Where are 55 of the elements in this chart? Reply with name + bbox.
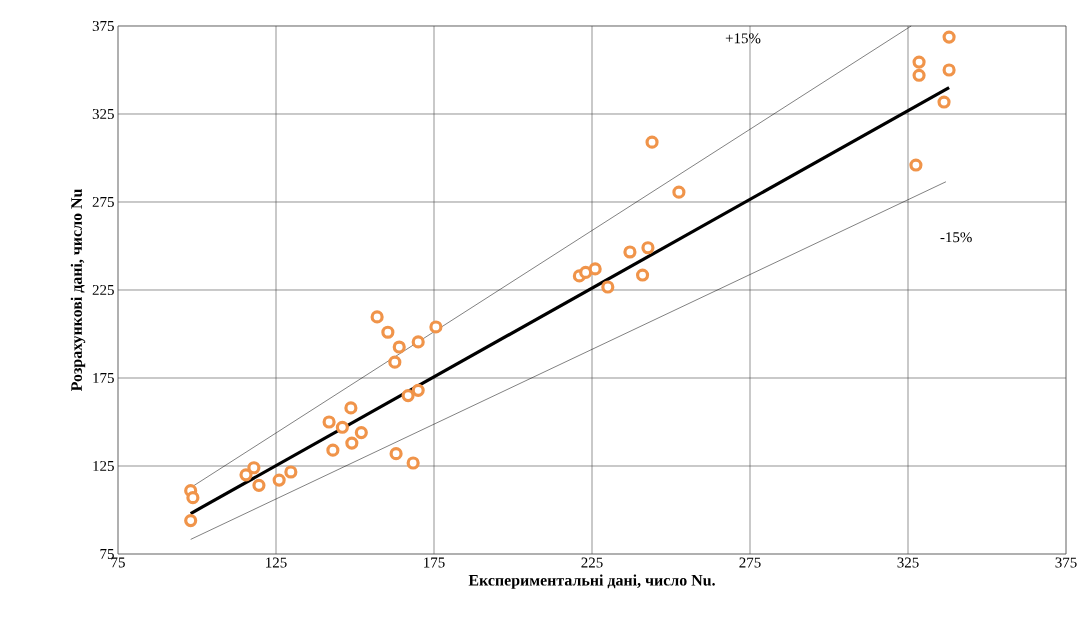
point bbox=[601, 280, 615, 294]
y-tick-label: 375 bbox=[92, 20, 114, 32]
x-tick-label: 75 bbox=[111, 557, 125, 568]
point bbox=[635, 268, 650, 282]
point bbox=[354, 425, 368, 440]
point bbox=[909, 158, 923, 172]
point bbox=[641, 241, 655, 255]
annotation: -15% bbox=[940, 232, 972, 243]
point bbox=[345, 436, 359, 450]
x-tick-label: 125 bbox=[266, 557, 287, 568]
y-tick-label: 275 bbox=[92, 196, 114, 208]
point bbox=[247, 461, 261, 475]
point bbox=[344, 401, 358, 415]
point bbox=[406, 456, 420, 470]
point bbox=[335, 420, 349, 434]
point bbox=[401, 389, 415, 403]
point bbox=[623, 245, 637, 259]
point bbox=[912, 55, 926, 69]
y-tick-label: 225 bbox=[92, 284, 114, 296]
point bbox=[239, 468, 253, 482]
point bbox=[326, 443, 340, 457]
point bbox=[588, 262, 602, 276]
point bbox=[429, 320, 443, 334]
point bbox=[411, 335, 425, 349]
point bbox=[942, 63, 956, 77]
point bbox=[186, 491, 200, 505]
point bbox=[912, 68, 926, 82]
point bbox=[937, 95, 951, 109]
point bbox=[272, 473, 286, 487]
y-tick-label: 325 bbox=[92, 108, 114, 120]
point bbox=[645, 135, 659, 149]
point bbox=[252, 478, 266, 492]
point bbox=[370, 310, 384, 324]
point bbox=[184, 513, 198, 528]
point bbox=[381, 325, 395, 339]
point bbox=[392, 340, 406, 354]
point bbox=[322, 415, 336, 429]
y-axis-title: Розрахункові дані, число Nu bbox=[70, 189, 86, 392]
point bbox=[284, 465, 298, 479]
point bbox=[672, 185, 686, 199]
x-tick-label: 375 bbox=[1055, 557, 1077, 568]
y-tick-label: 75 bbox=[100, 549, 114, 559]
x-tick-label: 225 bbox=[581, 557, 603, 568]
point bbox=[579, 265, 593, 279]
point bbox=[389, 447, 403, 461]
point bbox=[942, 30, 956, 44]
x-tick-label: 175 bbox=[424, 557, 445, 568]
y-tick-label: 125 bbox=[93, 460, 114, 472]
annotation: +15% bbox=[725, 33, 761, 44]
x-tick-label: 325 bbox=[897, 557, 919, 568]
y-tick-label: 175 bbox=[93, 373, 114, 383]
x-axis-title: Експериментальні дані, число Nu. bbox=[468, 574, 715, 589]
point bbox=[388, 355, 402, 369]
x-tick-label: 275 bbox=[739, 557, 761, 568]
point bbox=[411, 383, 425, 397]
